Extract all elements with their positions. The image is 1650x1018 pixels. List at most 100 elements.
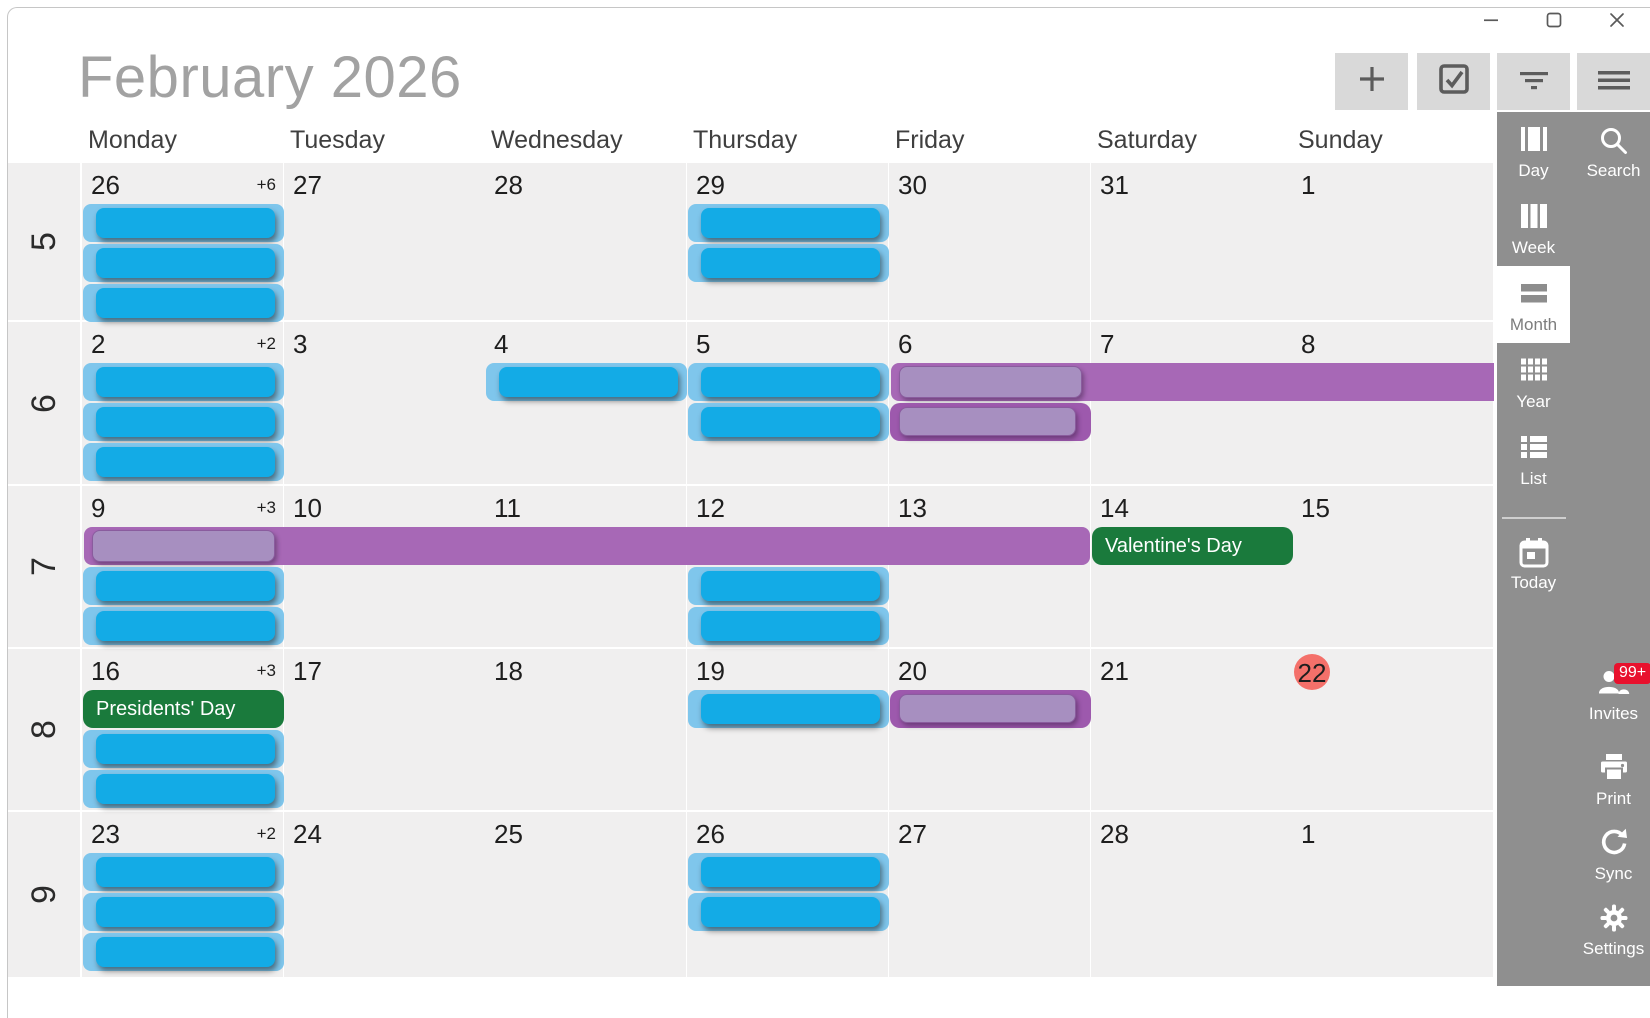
week-number-cell: 8 — [8, 649, 80, 810]
holiday-event[interactable]: Presidents' Day — [83, 690, 284, 728]
event-bar[interactable] — [83, 933, 284, 971]
day-cell[interactable] — [485, 649, 686, 810]
day-cell[interactable] — [1292, 486, 1493, 647]
sidebar-item-list[interactable]: List — [1497, 420, 1570, 497]
event-bar-fill — [96, 857, 275, 887]
event-bar-fill — [701, 208, 880, 238]
day-header-friday: Friday — [895, 126, 965, 154]
sidebar-item-label: Sync — [1594, 864, 1633, 883]
event-bar[interactable] — [83, 443, 284, 481]
event-bar-fill — [701, 571, 880, 601]
event-bar[interactable] — [688, 690, 889, 728]
more-events-count[interactable]: +2 — [256, 334, 276, 353]
sidebar-item-print[interactable]: Print — [1577, 740, 1650, 815]
event-bar[interactable] — [83, 893, 284, 931]
event-bar[interactable] — [83, 244, 284, 282]
day-cell[interactable] — [284, 649, 485, 810]
week-number-cell: 5 — [8, 163, 80, 320]
date-number: 23 — [91, 819, 120, 849]
multi-day-event[interactable] — [891, 363, 1494, 401]
event-bar[interactable] — [83, 853, 284, 891]
event-bar[interactable] — [688, 567, 889, 605]
date-number: 28 — [494, 170, 523, 200]
day-cell[interactable] — [1091, 812, 1292, 977]
event-bar[interactable] — [83, 363, 284, 401]
date-number: 26 — [696, 819, 725, 849]
day-cell[interactable] — [889, 163, 1090, 320]
sidebar-item-label: Invites — [1588, 704, 1639, 723]
day-cell[interactable] — [889, 649, 1090, 810]
day-cell[interactable] — [1091, 649, 1292, 810]
day-cell[interactable] — [889, 486, 1090, 647]
event-bar[interactable] — [688, 403, 889, 441]
sidebar-item-day[interactable]: Day — [1497, 112, 1570, 189]
close-button[interactable] — [1602, 9, 1632, 35]
event-bar[interactable] — [83, 403, 284, 441]
more-events-count[interactable]: +2 — [256, 824, 276, 843]
day-cell[interactable] — [485, 812, 686, 977]
day-cell[interactable] — [284, 322, 485, 484]
event-bar[interactable] — [83, 567, 284, 605]
day-cell[interactable] — [889, 812, 1090, 977]
day-cell[interactable] — [284, 486, 485, 647]
event-bar[interactable] — [688, 363, 889, 401]
event-bar[interactable] — [688, 244, 889, 282]
day-cell[interactable] — [1292, 322, 1493, 484]
today-icon — [1497, 536, 1570, 570]
holiday-event[interactable]: Valentine's Day — [1092, 527, 1293, 565]
date-number: 20 — [898, 656, 927, 686]
day-cell[interactable] — [1091, 322, 1292, 484]
event-bar[interactable] — [890, 690, 1091, 728]
sidebar-item-year[interactable]: Year — [1497, 343, 1570, 420]
date-number: 1 — [1301, 170, 1316, 200]
more-events-count[interactable]: +3 — [256, 661, 276, 680]
event-bar[interactable] — [83, 770, 284, 808]
sidebar-item-sync[interactable]: Sync — [1577, 815, 1650, 890]
day-header-sunday: Sunday — [1298, 126, 1383, 154]
day-cell[interactable] — [284, 812, 485, 977]
sidebar-item-settings[interactable]: Settings — [1577, 890, 1650, 970]
day-cell[interactable] — [1091, 486, 1292, 647]
day-cell[interactable] — [485, 486, 686, 647]
more-events-count[interactable]: +3 — [256, 498, 276, 517]
event-bar[interactable] — [688, 853, 889, 891]
maximize-button[interactable] — [1539, 9, 1569, 35]
event-bar-fill — [701, 857, 880, 887]
event-bar[interactable] — [83, 284, 284, 322]
event-bar-fill — [701, 407, 880, 437]
minimize-button[interactable] — [1476, 9, 1506, 35]
sidebar-item-month[interactable]: Month — [1497, 266, 1570, 343]
event-bar[interactable] — [83, 730, 284, 768]
day-cell[interactable] — [284, 163, 485, 320]
sidebar-item-today[interactable]: Today — [1497, 524, 1570, 604]
sidebar-item-search[interactable]: Search — [1577, 112, 1650, 189]
event-bar[interactable] — [688, 204, 889, 242]
page-title: February 2026 — [78, 45, 462, 110]
event-bar-fill — [499, 367, 678, 397]
tasks-button[interactable] — [1417, 53, 1490, 110]
event-bar[interactable] — [688, 893, 889, 931]
sidebar-item-week[interactable]: Week — [1497, 189, 1570, 266]
event-bar-fill — [899, 694, 1076, 723]
day-cell[interactable] — [687, 649, 888, 810]
menu-button[interactable] — [1577, 53, 1650, 110]
day-header-monday: Monday — [88, 126, 177, 154]
multi-day-event[interactable] — [84, 527, 1090, 565]
event-bar[interactable] — [486, 363, 687, 401]
day-cell[interactable] — [1292, 812, 1493, 977]
day-cell[interactable] — [485, 322, 686, 484]
event-bar-fill — [96, 897, 275, 927]
event-bar[interactable] — [688, 607, 889, 645]
sidebar-item-invites[interactable]: Invites 99+ — [1577, 655, 1650, 735]
event-bar[interactable] — [890, 403, 1091, 441]
day-cell[interactable] — [485, 163, 686, 320]
date-number: 9 — [91, 493, 106, 523]
more-events-count[interactable]: +6 — [256, 175, 276, 194]
search-icon — [1577, 124, 1650, 158]
day-cell[interactable] — [1091, 163, 1292, 320]
day-cell[interactable] — [1292, 163, 1493, 320]
filter-button[interactable] — [1497, 53, 1570, 110]
event-bar[interactable] — [83, 607, 284, 645]
add-event-button[interactable] — [1335, 53, 1408, 110]
event-bar[interactable] — [83, 204, 284, 242]
